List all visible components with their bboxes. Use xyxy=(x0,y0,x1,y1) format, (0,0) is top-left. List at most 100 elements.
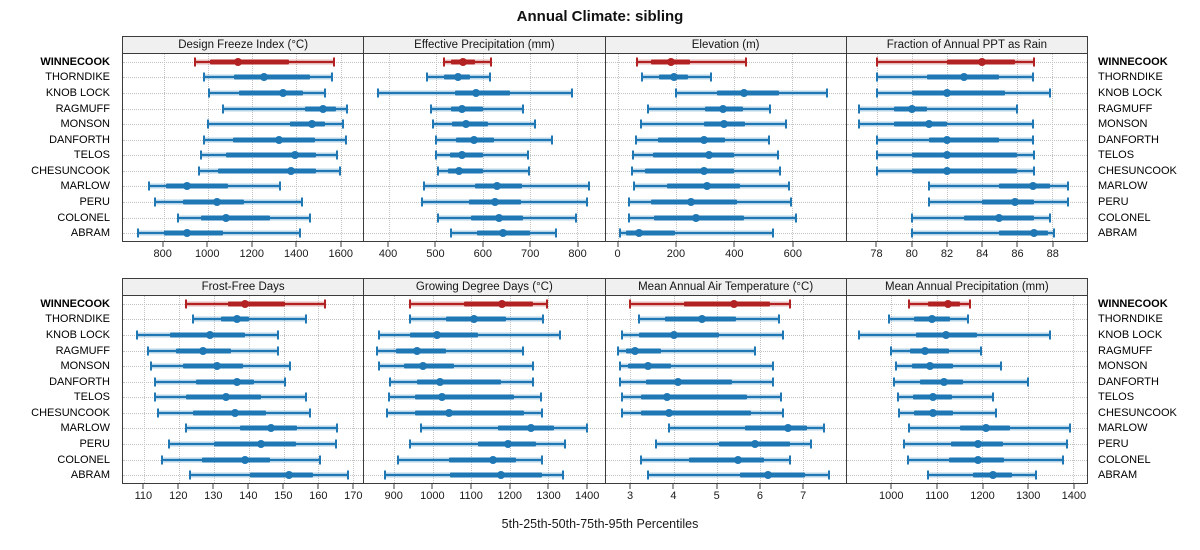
whisker-cap-95th xyxy=(790,197,793,207)
panel: Mean Annual Air Temperature (°C) xyxy=(604,279,846,483)
x-tick xyxy=(547,484,549,489)
median-dot xyxy=(436,377,445,386)
median-dot xyxy=(458,151,467,160)
whisker-cap-5th xyxy=(437,213,440,223)
x-tick xyxy=(282,484,284,489)
site-label: MONSON xyxy=(1098,360,1148,373)
whisker-cap-95th xyxy=(788,455,791,465)
median-dot xyxy=(490,198,499,207)
whisker-cap-5th xyxy=(443,57,446,67)
x-tick-label: 400 xyxy=(725,248,744,260)
iqr-box-25th-75th xyxy=(498,425,555,431)
x-tick xyxy=(162,242,164,247)
percentile-row xyxy=(847,296,1087,483)
iqr-box-25th-75th xyxy=(210,59,289,65)
x-tick-label: 600 xyxy=(783,248,802,260)
whisker-cap-95th xyxy=(324,88,327,98)
panel-title: Growing Degree Days (°C) xyxy=(364,279,605,296)
median-dot xyxy=(182,229,191,238)
x-gridline xyxy=(179,296,181,483)
whisker-cap-95th xyxy=(336,423,339,433)
iqr-box-25th-75th xyxy=(201,457,270,463)
median-dot xyxy=(921,346,930,355)
x-tick xyxy=(617,242,619,247)
percentile-row xyxy=(364,296,604,483)
iqr-box-25th-75th xyxy=(234,74,310,80)
whisker-cap-95th xyxy=(278,181,281,191)
whisker-cap-5th xyxy=(640,455,643,465)
whisker-cap-95th xyxy=(771,361,774,371)
median-dot xyxy=(907,104,916,113)
median-dot xyxy=(453,73,462,82)
site-label-column-left: WINNECOOK THORNDIKE KNOB LOCK RAGMUFF MONSON… xyxy=(0,296,116,483)
site-label: ABRAM xyxy=(1098,469,1138,482)
median-dot xyxy=(699,166,708,175)
percentile-row xyxy=(364,54,604,241)
x-gridline xyxy=(318,296,320,483)
whisker-cap-95th xyxy=(308,408,311,418)
site-label: KNOB LOCK xyxy=(1098,86,1163,99)
x-gridline xyxy=(248,296,250,483)
whisker-cap-95th xyxy=(305,392,308,402)
percentile-row xyxy=(606,296,846,483)
percentile-row xyxy=(606,54,846,241)
percentile-row xyxy=(847,54,1087,241)
x-tick xyxy=(675,242,677,247)
whisker-cap-5th xyxy=(668,423,671,433)
range-line-5th-95th xyxy=(619,365,773,368)
iqr-box-25th-75th xyxy=(744,425,807,431)
site-label: KNOB LOCK xyxy=(1098,328,1163,341)
whisker-cap-5th xyxy=(633,181,636,191)
x-tick xyxy=(470,484,472,489)
whisker-cap-5th xyxy=(628,213,631,223)
x-axis: 900 1000 1100 1200 1300 1400 xyxy=(364,484,606,504)
iqr-box-25th-75th xyxy=(928,301,960,307)
x-axis: 110 120 130 140 150 160 170 xyxy=(122,484,364,504)
site-label: RAGMUFF xyxy=(55,102,110,115)
median-dot xyxy=(630,346,639,355)
whisker-cap-95th xyxy=(528,166,531,176)
iqr-box-25th-75th xyxy=(999,230,1049,236)
panel-title: Mean Annual Precipitation (mm) xyxy=(846,279,1087,296)
x-gridline xyxy=(630,296,632,483)
whisker-cap-5th xyxy=(185,299,188,309)
percentile-row xyxy=(123,54,363,241)
y-gridline xyxy=(605,77,846,79)
percentile-row xyxy=(123,296,363,483)
x-tick xyxy=(393,484,395,489)
x-gridline xyxy=(144,296,146,483)
whisker-cap-5th xyxy=(203,135,206,145)
site-label: ABRAM xyxy=(70,227,110,240)
whisker-cap-95th xyxy=(564,439,567,449)
whisker-cap-95th xyxy=(1066,197,1069,207)
site-label: PERU xyxy=(79,196,110,209)
site-label: PERU xyxy=(1098,196,1129,209)
whisker-cap-95th xyxy=(745,57,748,67)
site-label: TELOS xyxy=(1098,391,1135,404)
percentile-row xyxy=(847,296,1087,483)
whisker-cap-95th xyxy=(1034,470,1037,480)
whisker-cap-5th xyxy=(434,135,437,145)
percentile-row xyxy=(847,54,1087,241)
whisker-cap-95th xyxy=(571,88,574,98)
x-tick-label: 3 xyxy=(627,490,634,502)
whisker-cap-95th xyxy=(289,361,292,371)
x-tick xyxy=(212,484,214,489)
whisker-cap-5th xyxy=(397,455,400,465)
whisker-cap-5th xyxy=(160,455,163,465)
whisker-cap-5th xyxy=(628,197,631,207)
whisker-cap-95th xyxy=(531,377,534,387)
iqr-box-25th-75th xyxy=(225,152,317,158)
whisker-cap-5th xyxy=(898,408,901,418)
percentile-row xyxy=(123,54,363,241)
percentile-row xyxy=(606,296,846,483)
percentile-row xyxy=(123,296,363,483)
median-dot xyxy=(213,362,222,371)
whisker-cap-5th xyxy=(910,213,913,223)
whisker-cap-95th xyxy=(1033,57,1036,67)
whisker-cap-95th xyxy=(575,213,578,223)
median-dot xyxy=(470,135,479,144)
whisker-cap-95th xyxy=(810,439,813,449)
panel-title: Effective Precipitation (mm) xyxy=(364,37,605,54)
x-tick-label: 130 xyxy=(204,490,223,502)
